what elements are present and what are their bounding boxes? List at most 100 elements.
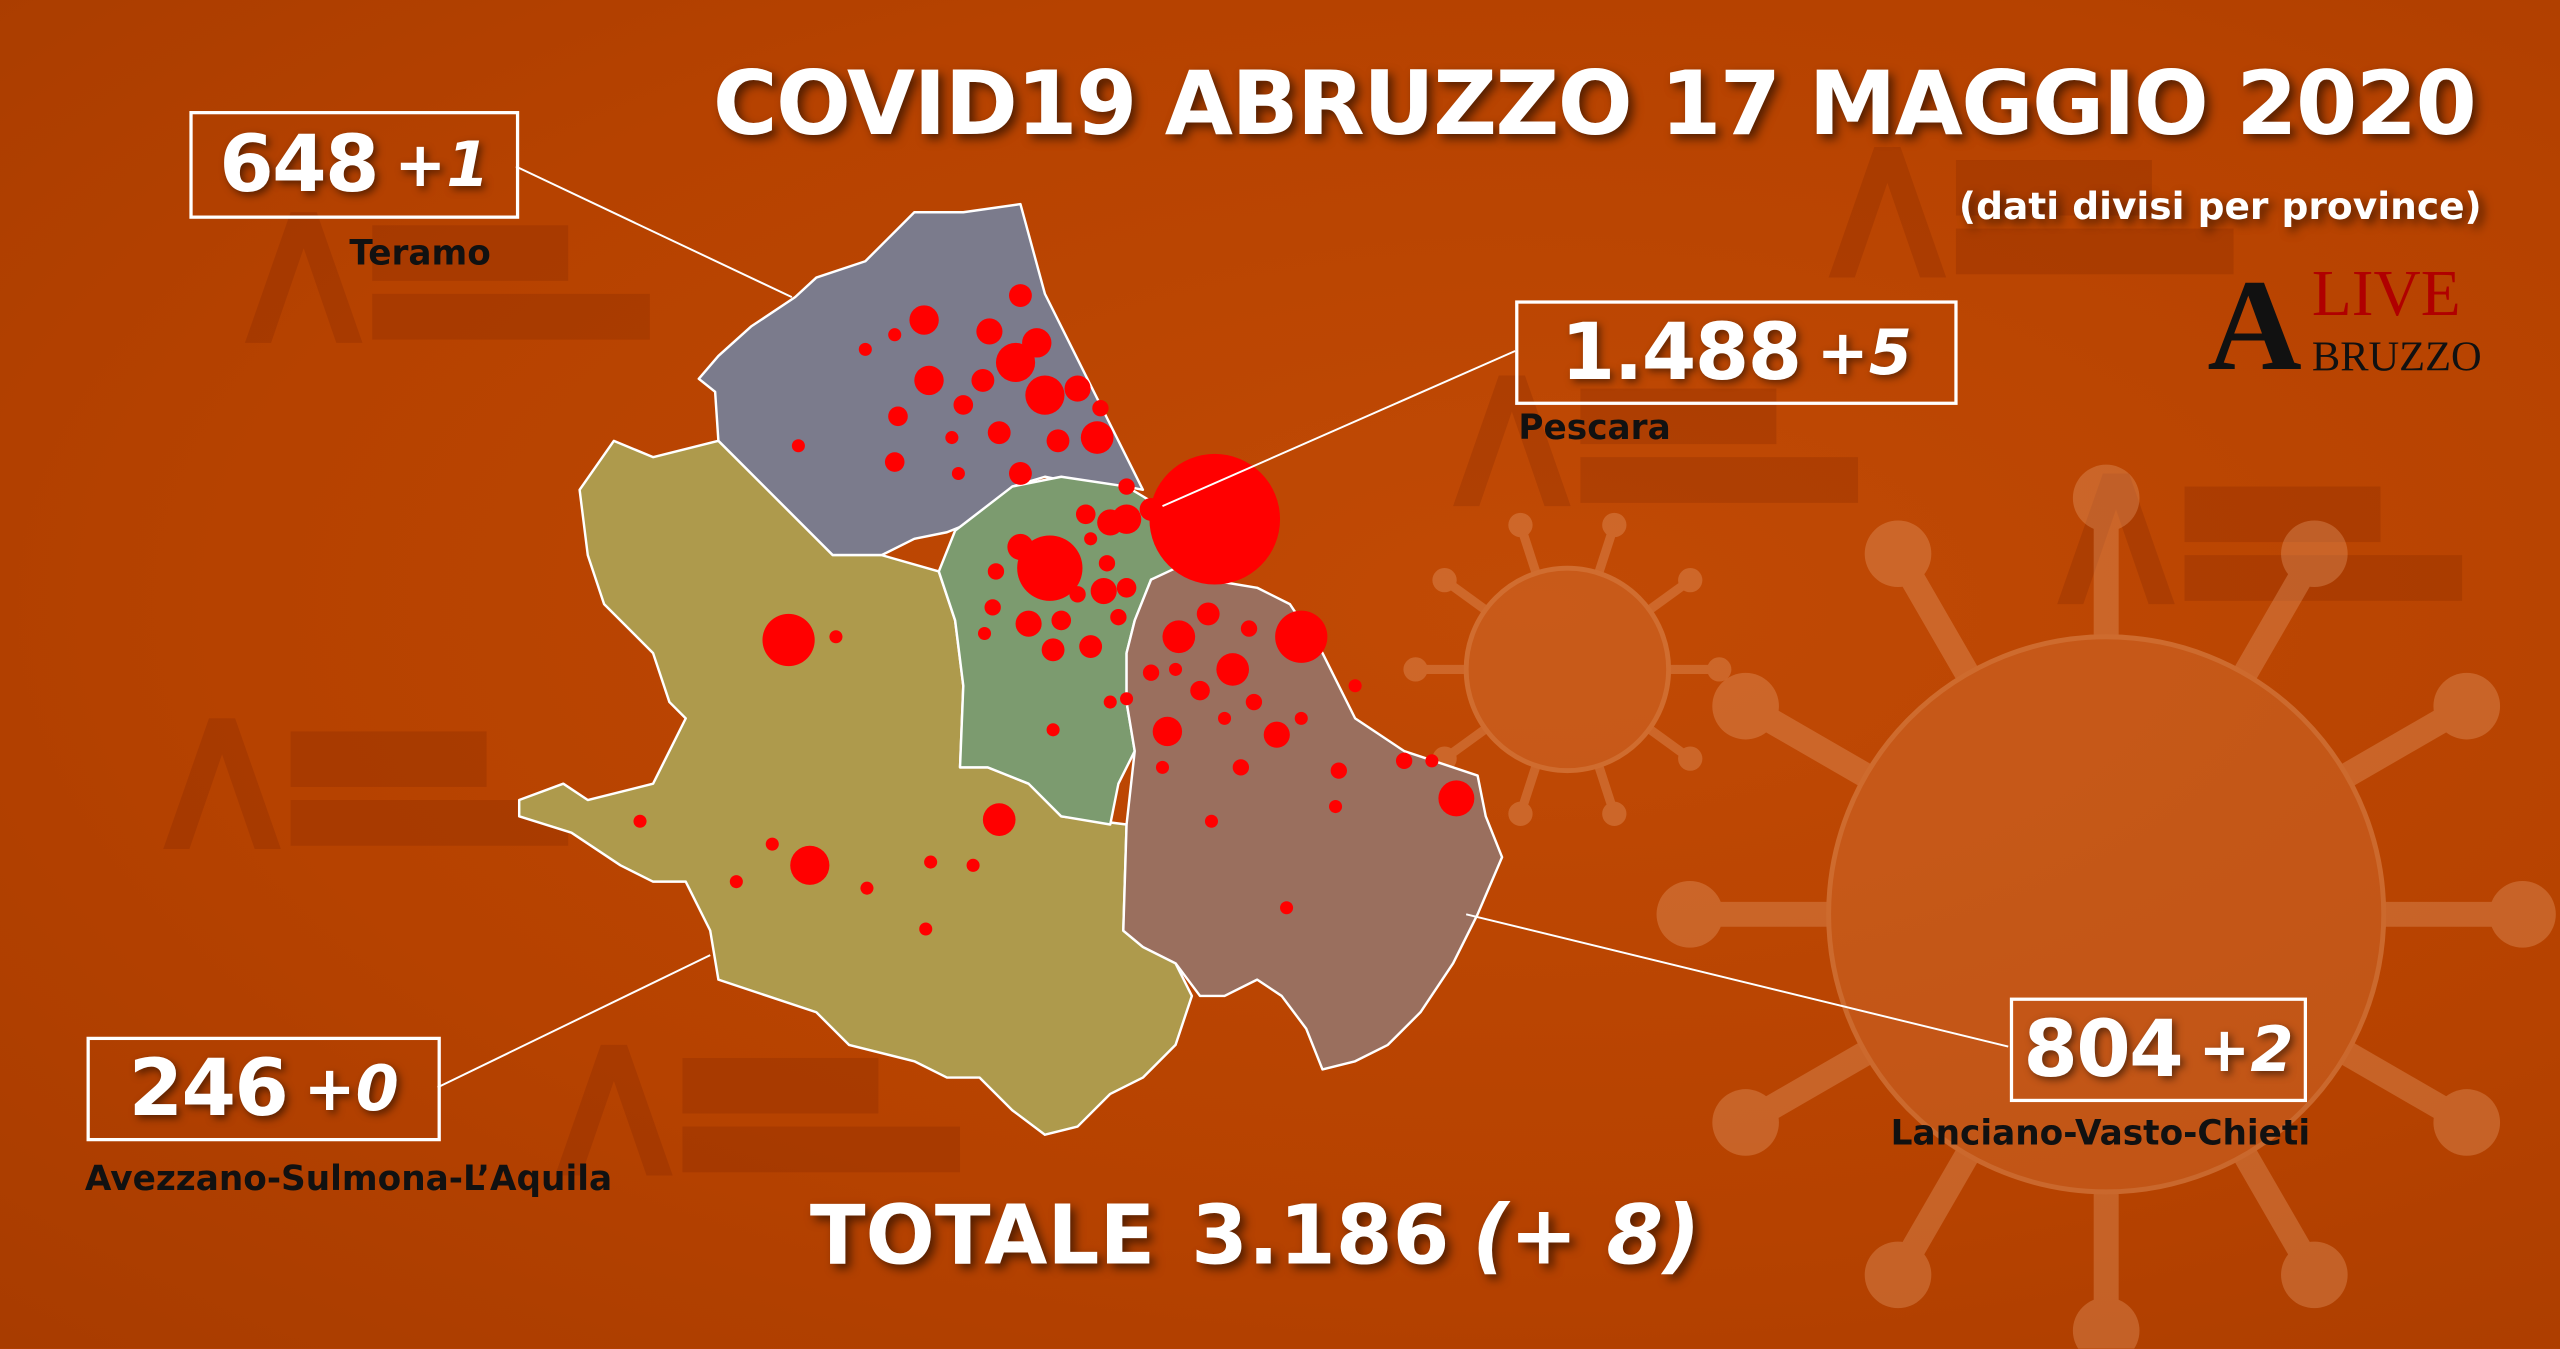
chieti-count-box: 804 +2 <box>2009 997 2308 1103</box>
virus-illustration <box>1403 464 2556 1349</box>
watermark-logo <box>2057 473 2463 605</box>
watermark-logo <box>1828 146 2234 278</box>
case-dot <box>1007 533 1034 561</box>
case-dot <box>1090 577 1117 605</box>
region-chieti <box>1122 566 1504 1071</box>
case-dot <box>1075 504 1096 525</box>
case-dot <box>1155 760 1170 774</box>
leader-line-teramo <box>515 165 793 299</box>
chieti-delta: +2 <box>2198 1013 2294 1086</box>
case-dot <box>1245 693 1263 711</box>
case-dots <box>633 284 1475 936</box>
chieti-total: 804 <box>2023 1004 2183 1096</box>
case-dot <box>790 845 830 885</box>
case-dot <box>791 439 805 453</box>
case-dot <box>1216 653 1250 686</box>
case-dot <box>1438 780 1475 817</box>
case-dot <box>633 814 647 828</box>
case-dot <box>995 342 1036 383</box>
case-dot <box>1348 679 1362 693</box>
case-dot <box>858 342 872 356</box>
case-dot <box>1152 716 1183 747</box>
case-dot <box>888 328 902 342</box>
case-dot <box>1162 620 1196 654</box>
logo-bruzzo: BRUZZO <box>2311 333 2482 381</box>
case-dot <box>1116 577 1137 598</box>
case-dot <box>919 922 933 936</box>
case-dot <box>1395 752 1413 770</box>
case-dot <box>1092 400 1109 417</box>
total-value: 3.186 <box>1191 1188 1450 1284</box>
case-dot <box>1009 462 1032 485</box>
case-dot <box>1232 759 1250 776</box>
case-dot <box>1064 375 1091 402</box>
case-dot <box>987 563 1005 580</box>
case-dot <box>1204 814 1218 828</box>
total-delta: (+ 8) <box>1472 1188 1701 1284</box>
case-dot <box>1046 723 1060 737</box>
case-dot <box>1120 692 1134 706</box>
case-dot <box>884 452 905 472</box>
case-dot <box>1009 284 1032 307</box>
total-line: TOTALE 3.186 (+ 8) <box>810 1189 1701 1284</box>
case-dot <box>966 858 980 872</box>
case-dot <box>976 318 1003 345</box>
case-dot <box>1263 721 1290 748</box>
case-dot <box>1046 429 1070 453</box>
case-dot <box>982 803 1016 836</box>
case-dot <box>888 406 908 427</box>
case-dot <box>1329 800 1343 814</box>
case-dot <box>1142 664 1160 681</box>
watermark-logo <box>163 718 569 850</box>
leader-line-pescara <box>1162 350 1516 508</box>
case-dot <box>971 368 995 392</box>
page-title: COVID19 ABRUZZO 17 MAGGIO 2020 <box>712 52 2477 156</box>
teramo-total: 648 <box>219 119 379 211</box>
case-dot <box>1196 602 1220 626</box>
case-dot <box>1084 532 1098 546</box>
case-dot <box>1330 762 1347 779</box>
case-dot <box>1111 504 1142 534</box>
laquila-label: Avezzano-Sulmona-L’Aquila <box>84 1159 613 1199</box>
case-dot <box>1098 555 1116 572</box>
case-dot <box>1217 711 1232 725</box>
laquila-delta: +0 <box>303 1053 399 1125</box>
logo-live: LIVE <box>2311 256 2461 330</box>
teramo-delta: +1 <box>394 128 490 201</box>
pescara-label: Pescara <box>1518 408 1671 448</box>
watermark-logo <box>555 1044 961 1176</box>
subtitle: (dati divisi per province) <box>1958 186 2482 229</box>
case-dot <box>1280 901 1294 915</box>
case-dot <box>951 466 965 481</box>
case-dot <box>1080 421 1114 454</box>
case-dot <box>1017 535 1083 601</box>
case-dot <box>945 431 959 445</box>
case-dot <box>1103 695 1117 709</box>
case-dot <box>765 837 779 851</box>
alive-abruzzo-logo: A LIVE BRUZZO <box>2207 256 2485 391</box>
case-dot <box>829 630 843 644</box>
case-dot <box>1069 586 1086 603</box>
case-dot <box>762 613 815 667</box>
case-dot <box>860 881 874 895</box>
watermark-logo <box>244 212 650 343</box>
pescara-delta: +5 <box>1816 316 1912 389</box>
case-dot <box>1169 662 1183 676</box>
virus-icon <box>1656 464 2556 1349</box>
pescara-count-box: 1.488 +5 <box>1515 300 1958 405</box>
case-dot <box>953 395 974 415</box>
case-dot <box>1025 375 1065 415</box>
laquila-count-box: 246 +0 <box>86 1036 441 1142</box>
case-dot <box>987 421 1011 445</box>
case-dot <box>909 305 939 335</box>
case-dot <box>1190 680 1210 701</box>
leader-line-laquila <box>437 954 711 1089</box>
virus-icon <box>1403 512 1732 826</box>
case-dot <box>977 626 992 641</box>
leader-line-chieti <box>1465 913 2009 1048</box>
pescara-total: 1.488 <box>1560 306 1802 399</box>
teramo-count-box: 648 +1 <box>189 111 520 219</box>
case-dot <box>729 875 743 889</box>
